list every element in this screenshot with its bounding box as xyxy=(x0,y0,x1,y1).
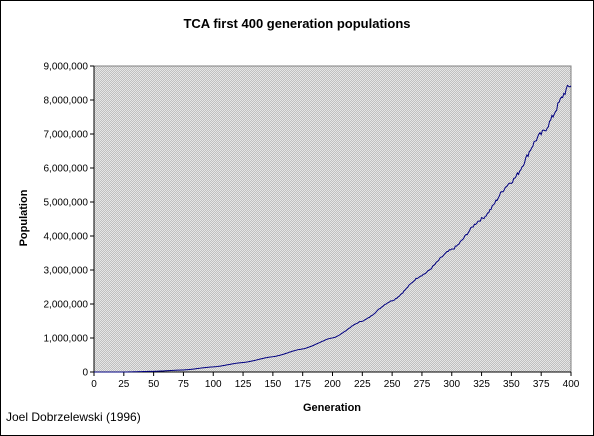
y-tick-label: 6,000,000 xyxy=(44,164,89,175)
y-tick-label: 3,000,000 xyxy=(44,266,89,277)
chart-title: TCA first 400 generation populations xyxy=(183,16,411,31)
x-tick-label: 100 xyxy=(205,379,222,390)
x-tick-label: 75 xyxy=(178,379,190,390)
y-tick-label: 0 xyxy=(82,368,88,379)
x-tick-label: 25 xyxy=(118,379,130,390)
x-tick-label: 250 xyxy=(384,379,401,390)
x-tick-label: 0 xyxy=(91,379,97,390)
y-tick-label: 1,000,000 xyxy=(44,334,89,345)
y-tick-label: 4,000,000 xyxy=(44,232,89,243)
series-line xyxy=(94,84,572,373)
x-tick-label: 350 xyxy=(503,379,520,390)
x-tick-label: 275 xyxy=(414,379,431,390)
x-tick-label: 375 xyxy=(533,379,550,390)
x-tick-label: 300 xyxy=(443,379,460,390)
y-tick-label: 7,000,000 xyxy=(44,130,89,141)
plot-area xyxy=(93,65,572,373)
x-axis-label: Generation xyxy=(302,402,362,414)
y-tick-label: 2,000,000 xyxy=(44,300,89,311)
x-tick-label: 200 xyxy=(324,379,341,390)
x-ticks: 0 25 50 75 100 125 150 175 200 225 250 275 300 325 350… xyxy=(91,372,580,390)
y-tick-label: 9,000,000 xyxy=(44,62,89,73)
y-tick-label: 8,000,000 xyxy=(44,96,89,107)
x-tick-label: 400 xyxy=(563,379,580,390)
x-tick-label: 125 xyxy=(235,379,252,390)
x-tick-label: 150 xyxy=(265,379,282,390)
x-tick-label: 175 xyxy=(294,379,311,390)
x-tick-label: 325 xyxy=(473,379,490,390)
x-tick-label: 50 xyxy=(148,379,160,390)
credit-text: Joel Dobrzelewski (1996) xyxy=(6,410,141,424)
y-ticks: 0 1,000,000 2,000,000 3,000,000 4,000,000 5,0… xyxy=(44,62,94,379)
x-tick-label: 225 xyxy=(354,379,371,390)
y-tick-label: 5,000,000 xyxy=(44,198,89,209)
